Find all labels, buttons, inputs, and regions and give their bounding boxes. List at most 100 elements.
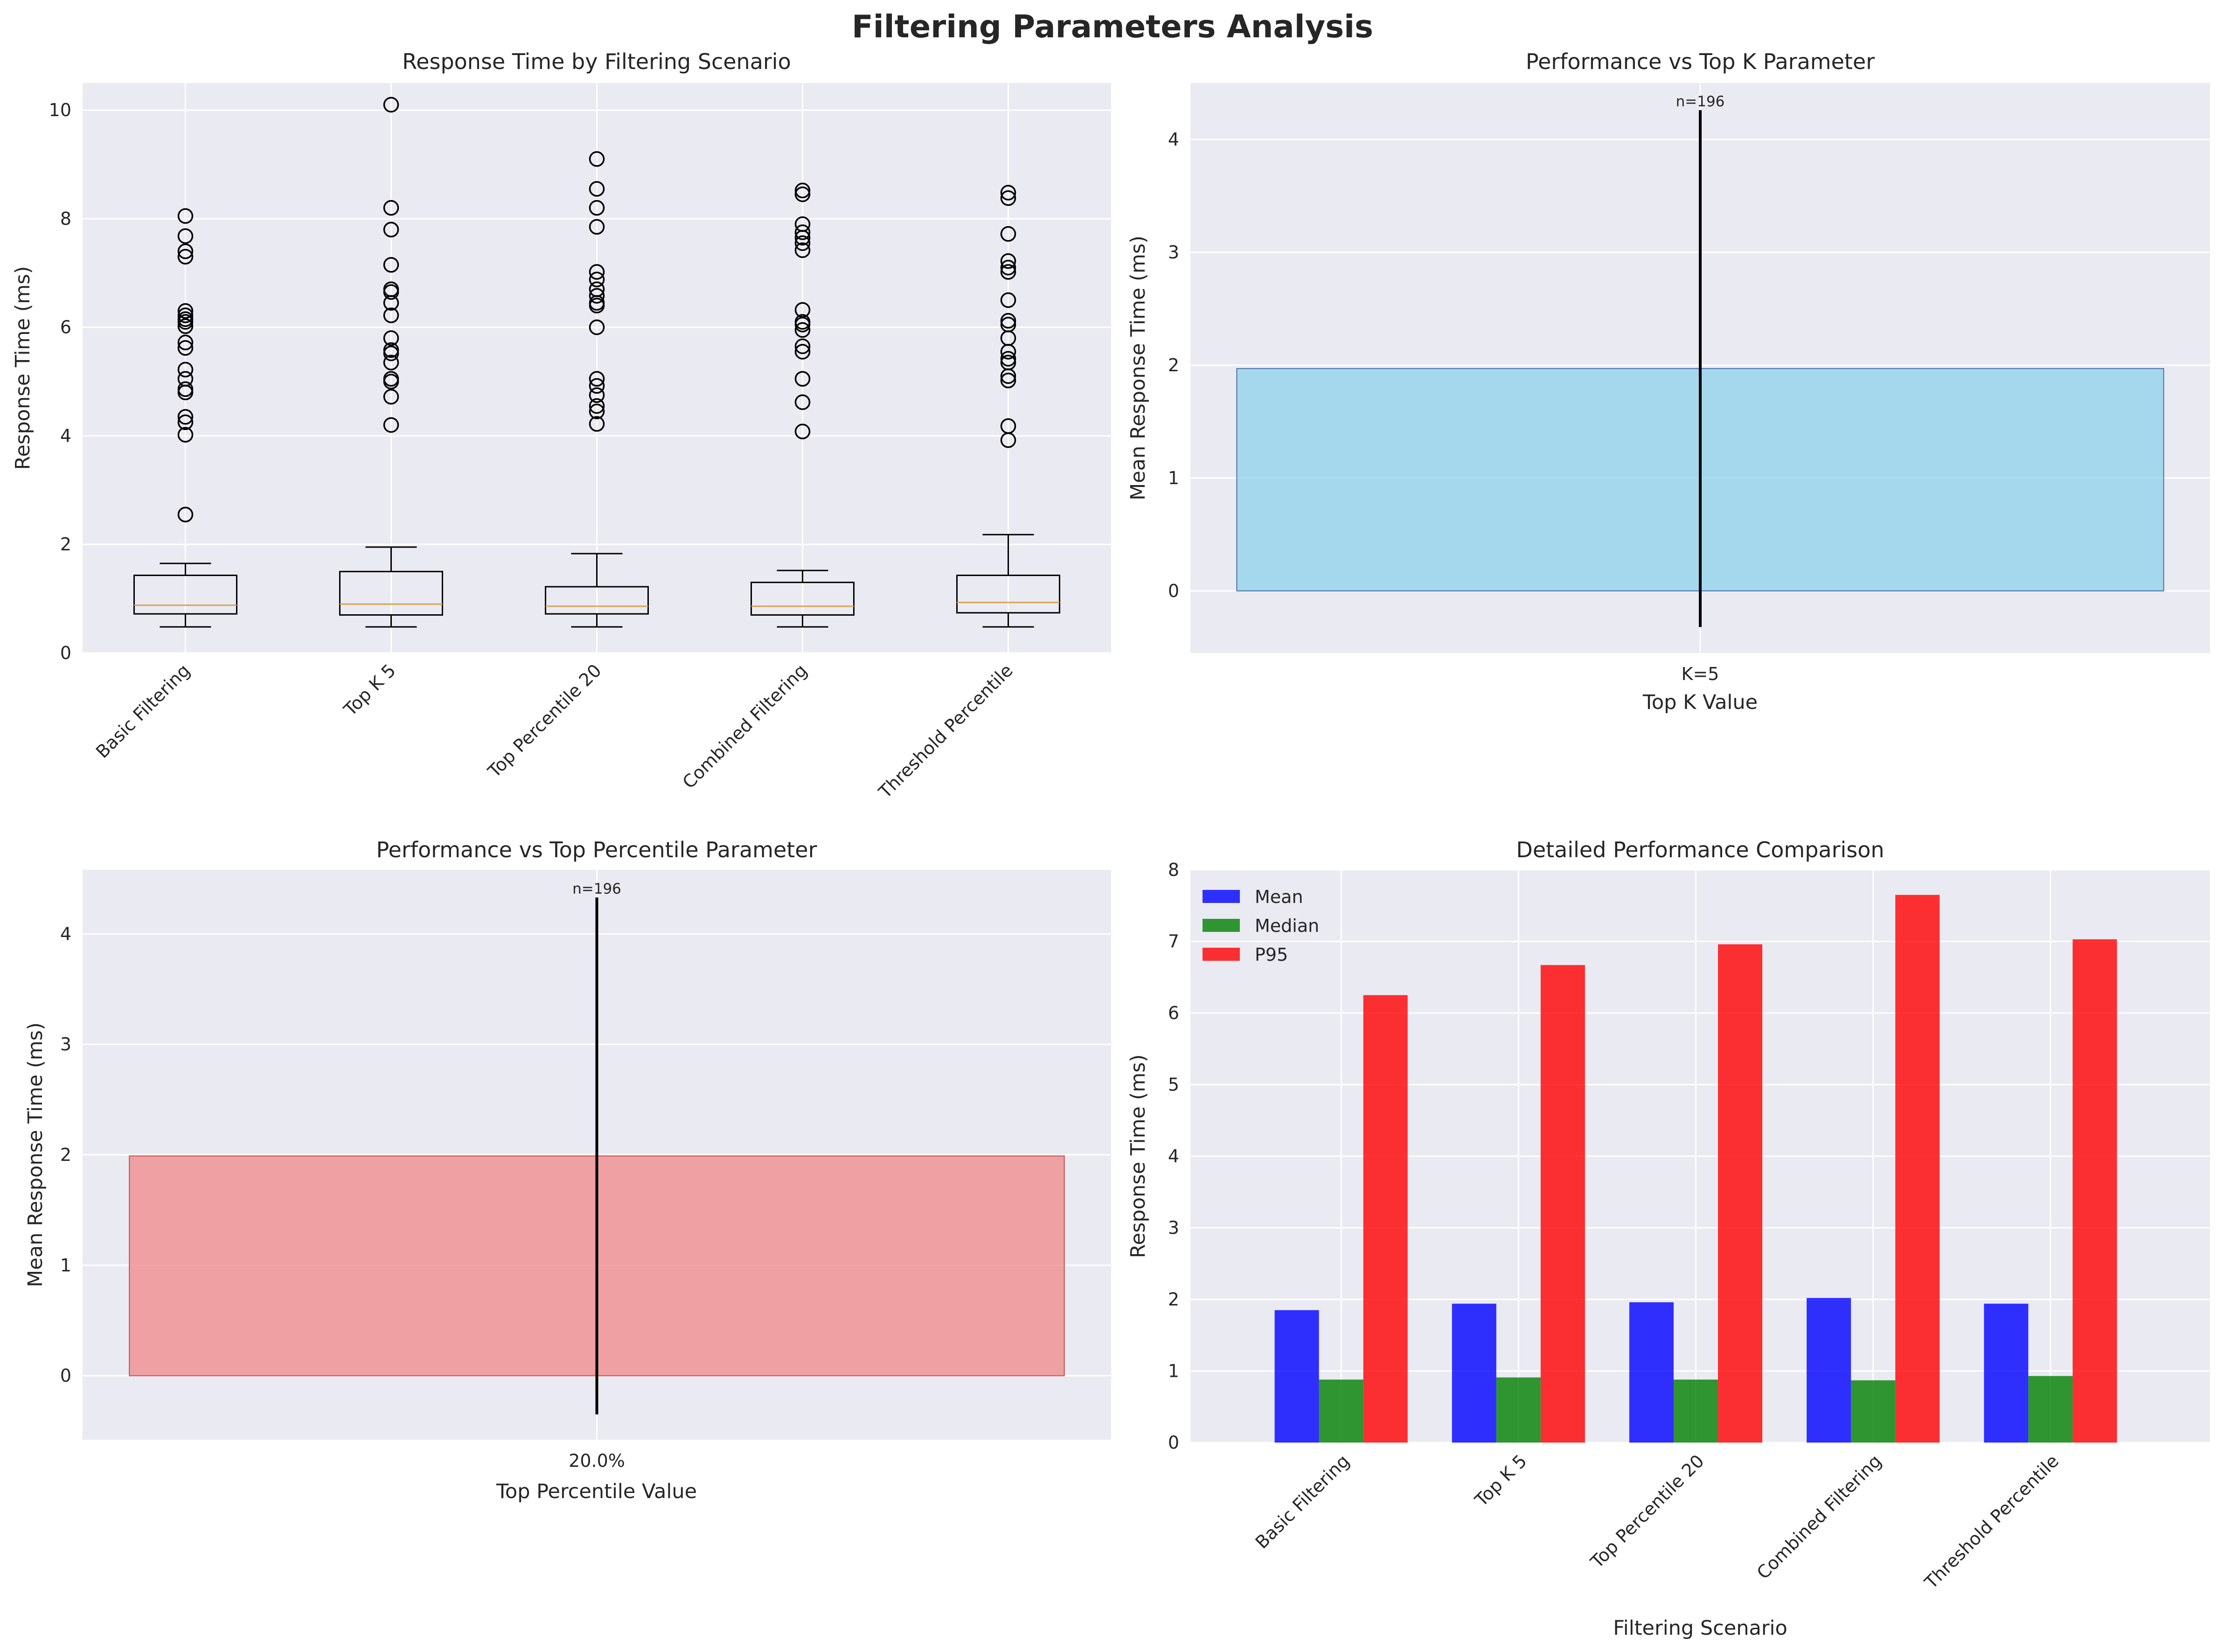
outlier-point xyxy=(383,222,399,237)
x-tick-label: Basic Filtering xyxy=(92,660,194,762)
outlier-point xyxy=(589,271,605,288)
outlier-point xyxy=(794,182,811,199)
outlier-point xyxy=(383,389,399,405)
outlier-point xyxy=(794,314,811,330)
y-tick-label: 4 xyxy=(1168,1146,1179,1166)
outlier-point xyxy=(177,371,194,387)
panel-response-time-box: 0 2 4 6 8 10 Basic Filtering Top K 5 Top Percen… xyxy=(11,49,1111,803)
bar-median xyxy=(1673,1379,1718,1443)
x-tick-label: Top K 5 xyxy=(340,660,400,720)
outlier-point xyxy=(1000,317,1016,333)
outlier-point xyxy=(383,417,399,433)
outlier-point xyxy=(1000,185,1016,201)
x-tick-label: Threshold Percentile xyxy=(1920,1451,2063,1593)
bar-p95 xyxy=(1540,965,1585,1443)
y-tick-label: 3 xyxy=(1168,242,1179,263)
x-axis-label: Top Percentile Value xyxy=(496,1480,697,1503)
y-axis-label: Response Time (ms) xyxy=(1126,1055,1150,1258)
outlier-point xyxy=(589,281,605,297)
outlier-point xyxy=(1000,259,1016,276)
outlier-point xyxy=(1000,292,1016,308)
outlier-point xyxy=(794,371,811,387)
outlier-point xyxy=(1000,312,1016,329)
x-axis-label: Top K Value xyxy=(1642,691,1758,714)
x-tick-label: Combined Filtering xyxy=(679,660,811,792)
outlier-point xyxy=(794,302,811,318)
outlier-point xyxy=(177,340,194,356)
outlier-point xyxy=(177,409,194,425)
outlier-point xyxy=(177,311,194,327)
outlier-point xyxy=(794,224,811,240)
outlier-point xyxy=(794,423,811,439)
bar-mean xyxy=(1274,1310,1319,1443)
y-axis-label: Mean Response Time (ms) xyxy=(24,1022,47,1287)
outlier-point xyxy=(177,381,194,397)
y-tick-label: 3 xyxy=(1168,1218,1179,1238)
bar-median xyxy=(1496,1377,1541,1443)
y-tick-label: 4 xyxy=(60,923,71,944)
outlier-point xyxy=(383,330,399,346)
outlier-point xyxy=(794,242,811,258)
y-tick-label: 0 xyxy=(60,643,71,663)
outlier-point xyxy=(177,249,194,265)
bar-p95 xyxy=(1895,895,1940,1443)
y-axis-label: Mean Response Time (ms) xyxy=(1126,236,1150,500)
outlier-point xyxy=(177,427,194,443)
bar-p95 xyxy=(1363,995,1408,1443)
outlier-point xyxy=(1000,264,1016,280)
y-tick-label: 6 xyxy=(1168,1003,1179,1023)
y-tick-label: 2 xyxy=(1168,355,1179,375)
bar-annotation: n=196 xyxy=(1676,93,1725,110)
bar-mean xyxy=(1807,1298,1851,1443)
panel-detailed-comparison: 0 1 2 3 4 5 6 7 8 Basic Filtering Top K 5 Top Perc… xyxy=(1126,837,2210,1640)
x-ticks: K=5 xyxy=(1682,664,1719,684)
bar-median xyxy=(1319,1379,1363,1443)
x-axis-label: Filtering Scenario xyxy=(1613,1617,1787,1640)
y-tick-label: 4 xyxy=(1168,129,1179,150)
y-tick-label: 2 xyxy=(60,1145,71,1165)
x-tick-label: Top K 5 xyxy=(1471,1451,1531,1511)
x-ticks: 20.0% xyxy=(569,1451,625,1471)
y-tick-label: 0 xyxy=(60,1366,71,1386)
outlier-point xyxy=(589,398,605,414)
bar-median xyxy=(2028,1376,2073,1443)
outlier-point xyxy=(794,235,811,251)
outlier-point xyxy=(177,507,194,522)
bar-marks: n=196 xyxy=(129,881,1065,1415)
y-tick-label: 1 xyxy=(60,1255,71,1276)
outlier-point xyxy=(177,228,194,244)
legend: Mean Median P95 xyxy=(1203,887,1319,965)
y-ticks: 0 1 2 3 4 5 6 7 8 xyxy=(1168,860,1179,1453)
outlier-point xyxy=(589,219,605,235)
panel-title: Performance vs Top K Parameter xyxy=(1526,49,1875,74)
outlier-point xyxy=(589,181,605,197)
y-tick-label: 4 xyxy=(60,425,71,446)
panel-title: Response Time by Filtering Scenario xyxy=(402,49,791,74)
outlier-point xyxy=(794,186,811,202)
outlier-point xyxy=(1000,373,1016,389)
y-tick-label: 10 xyxy=(49,100,71,120)
outlier-point xyxy=(589,416,605,432)
x-tick-label: 20.0% xyxy=(569,1451,625,1471)
y-tick-label: 1 xyxy=(1168,468,1179,488)
x-tick-label: Threshold Percentile xyxy=(875,660,1017,802)
y-tick-label: 8 xyxy=(60,208,71,229)
y-ticks: 0 1 2 3 4 xyxy=(1168,129,1179,601)
y-tick-label: 1 xyxy=(1168,1361,1179,1381)
outlier-point xyxy=(589,371,605,387)
bar-p95 xyxy=(2072,939,2117,1443)
bar-mean xyxy=(1984,1304,2029,1443)
bar-marks: n=196 xyxy=(1236,93,2164,627)
outlier-point xyxy=(383,97,399,113)
y-tick-label: 7 xyxy=(1168,931,1179,952)
outlier-point xyxy=(794,344,811,360)
y-ticks: 0 1 2 3 4 xyxy=(60,923,71,1386)
outlier-point xyxy=(1000,253,1016,269)
outlier-point xyxy=(383,354,399,371)
outlier-point xyxy=(177,243,194,259)
panel-top-percentile: 0 1 2 3 4 n=196 20.0% Performance vs Top Per… xyxy=(24,837,1111,1503)
y-tick-label: 0 xyxy=(1168,581,1179,601)
x-ticks: Basic Filtering Top K 5 Top Percentile 20 C… xyxy=(1252,1451,2063,1593)
y-tick-label: 2 xyxy=(1168,1289,1179,1310)
